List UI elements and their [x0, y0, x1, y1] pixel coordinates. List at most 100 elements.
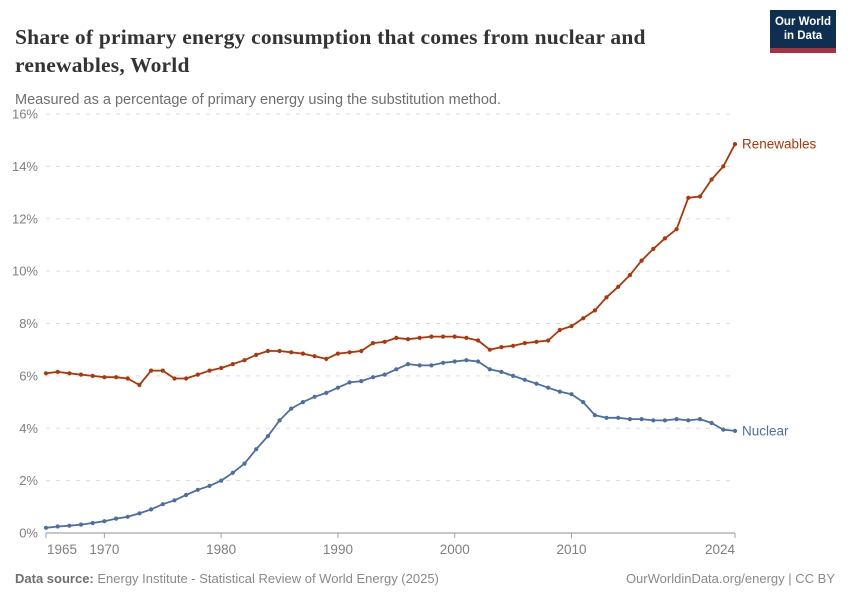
series-point-renewables[interactable]: [242, 358, 247, 363]
series-point-renewables[interactable]: [370, 341, 376, 346]
series-point-nuclear[interactable]: [674, 417, 679, 422]
series-point-nuclear[interactable]: [137, 511, 142, 516]
series-point-nuclear[interactable]: [230, 470, 235, 475]
series-point-nuclear[interactable]: [125, 514, 130, 519]
series-point-renewables[interactable]: [195, 372, 200, 377]
series-point-renewables[interactable]: [709, 177, 714, 182]
series-point-nuclear[interactable]: [476, 359, 481, 364]
series-point-renewables[interactable]: [172, 376, 177, 381]
series-point-nuclear[interactable]: [616, 415, 621, 420]
series-point-renewables[interactable]: [324, 356, 329, 361]
series-point-nuclear[interactable]: [370, 375, 376, 380]
owid-logo[interactable]: Our World in Data: [770, 10, 836, 53]
series-point-nuclear[interactable]: [487, 367, 492, 372]
series-point-nuclear[interactable]: [686, 418, 691, 423]
series-point-renewables[interactable]: [697, 194, 703, 199]
series-point-renewables[interactable]: [487, 347, 492, 352]
series-point-nuclear[interactable]: [335, 385, 340, 390]
series-point-renewables[interactable]: [639, 258, 644, 263]
series-point-nuclear[interactable]: [405, 362, 411, 367]
series-point-nuclear[interactable]: [78, 522, 84, 527]
series-point-renewables[interactable]: [230, 362, 235, 367]
series-point-nuclear[interactable]: [499, 369, 504, 374]
series-point-nuclear[interactable]: [43, 525, 49, 530]
series-point-renewables[interactable]: [604, 295, 609, 300]
series-point-renewables[interactable]: [277, 348, 282, 354]
series-point-nuclear[interactable]: [627, 417, 633, 422]
series-line-nuclear[interactable]: [45, 359, 736, 529]
series-point-nuclear[interactable]: [55, 524, 60, 529]
series-point-nuclear[interactable]: [172, 498, 177, 503]
series-point-renewables[interactable]: [102, 375, 107, 380]
series-point-renewables[interactable]: [581, 316, 586, 321]
series-point-renewables[interactable]: [347, 350, 352, 355]
series-point-renewables[interactable]: [78, 372, 84, 377]
series-point-nuclear[interactable]: [452, 359, 457, 364]
series-point-nuclear[interactable]: [160, 502, 165, 507]
series-point-nuclear[interactable]: [102, 519, 107, 524]
series-point-nuclear[interactable]: [242, 461, 247, 466]
series-point-nuclear[interactable]: [195, 487, 200, 492]
series-point-nuclear[interactable]: [510, 373, 516, 378]
series-point-renewables[interactable]: [90, 373, 95, 378]
series-point-nuclear[interactable]: [429, 363, 434, 368]
series-point-nuclear[interactable]: [581, 400, 586, 405]
series-point-nuclear[interactable]: [265, 434, 270, 439]
series-point-renewables[interactable]: [662, 236, 668, 241]
series-point-nuclear[interactable]: [697, 417, 703, 422]
series-point-renewables[interactable]: [114, 375, 119, 380]
series-point-renewables[interactable]: [184, 376, 189, 381]
series-point-renewables[interactable]: [359, 348, 364, 354]
series-point-nuclear[interactable]: [569, 392, 574, 397]
series-point-renewables[interactable]: [312, 354, 317, 359]
series-point-renewables[interactable]: [721, 164, 726, 169]
series-point-nuclear[interactable]: [312, 394, 317, 399]
series-point-nuclear[interactable]: [219, 478, 224, 483]
series-point-renewables[interactable]: [43, 371, 49, 376]
series-point-nuclear[interactable]: [732, 428, 738, 433]
series-point-renewables[interactable]: [160, 368, 165, 373]
series-point-nuclear[interactable]: [464, 358, 469, 363]
series-point-nuclear[interactable]: [394, 367, 399, 372]
series-point-nuclear[interactable]: [289, 406, 294, 411]
series-point-nuclear[interactable]: [417, 363, 422, 368]
series-line-renewables[interactable]: [45, 143, 736, 386]
series-point-nuclear[interactable]: [300, 400, 305, 405]
series-point-renewables[interactable]: [289, 350, 294, 355]
series-point-renewables[interactable]: [137, 382, 142, 388]
series-point-renewables[interactable]: [522, 341, 527, 346]
series-point-nuclear[interactable]: [359, 379, 364, 384]
series-point-renewables[interactable]: [651, 246, 656, 251]
series-point-renewables[interactable]: [592, 308, 598, 313]
series-point-renewables[interactable]: [149, 368, 154, 373]
series-point-renewables[interactable]: [207, 368, 212, 373]
series-point-renewables[interactable]: [510, 343, 516, 348]
series-point-renewables[interactable]: [674, 227, 679, 232]
series-point-renewables[interactable]: [557, 327, 562, 333]
series-point-renewables[interactable]: [382, 339, 387, 344]
series-point-nuclear[interactable]: [207, 483, 212, 488]
series-point-nuclear[interactable]: [709, 420, 714, 426]
series-point-nuclear[interactable]: [557, 389, 562, 394]
series-point-nuclear[interactable]: [592, 413, 598, 418]
series-point-nuclear[interactable]: [441, 360, 446, 365]
series-point-renewables[interactable]: [452, 334, 457, 339]
series-point-nuclear[interactable]: [604, 415, 609, 420]
series-point-nuclear[interactable]: [534, 381, 539, 386]
series-point-renewables[interactable]: [55, 369, 60, 374]
series-point-renewables[interactable]: [125, 376, 130, 381]
series-point-renewables[interactable]: [686, 195, 691, 200]
series-point-nuclear[interactable]: [254, 447, 259, 452]
rights-link[interactable]: OurWorldinData.org/energy | CC BY: [625, 571, 835, 586]
series-point-nuclear[interactable]: [149, 507, 154, 512]
series-point-nuclear[interactable]: [382, 372, 387, 377]
series-point-renewables[interactable]: [417, 335, 422, 340]
series-point-nuclear[interactable]: [522, 377, 527, 382]
series-point-nuclear[interactable]: [639, 417, 644, 422]
series-point-renewables[interactable]: [627, 273, 633, 278]
series-point-nuclear[interactable]: [184, 492, 189, 498]
series-point-nuclear[interactable]: [662, 418, 668, 423]
series-point-renewables[interactable]: [499, 345, 504, 350]
series-point-nuclear[interactable]: [324, 390, 329, 395]
